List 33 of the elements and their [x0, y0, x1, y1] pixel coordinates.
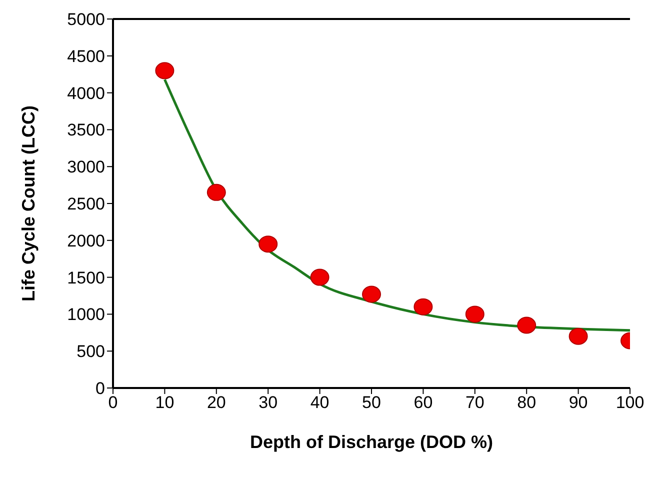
y-tick-label: 2000	[67, 231, 105, 250]
y-axis-title: Life Cycle Count (LCC)	[18, 106, 38, 302]
x-tick-label: 70	[465, 393, 484, 412]
point	[362, 286, 381, 303]
x-tick-label: 100	[616, 393, 644, 412]
y-tick-label: 3500	[67, 120, 105, 140]
y-tick-label: 1000	[67, 305, 105, 324]
x-tick-label: 60	[414, 393, 433, 412]
point	[206, 184, 226, 201]
point	[465, 306, 484, 323]
point	[414, 298, 433, 316]
x-tick-label: 20	[206, 393, 226, 412]
point	[155, 62, 174, 80]
y-tick-label: 5000	[67, 10, 105, 30]
x-tick-label: 40	[310, 393, 330, 412]
y-tick-label: 500	[76, 342, 105, 362]
x-tick-label: 10	[155, 393, 174, 412]
y-tick-label: 2500	[67, 194, 105, 214]
x-tick-label: 0	[108, 393, 118, 412]
point	[517, 316, 536, 334]
point	[310, 268, 330, 286]
y-tick-label: 0	[96, 379, 105, 398]
x-tick-label: 90	[568, 393, 588, 412]
point	[258, 236, 278, 253]
y-tick-label: 4000	[67, 84, 105, 103]
x-tick-label: 30	[258, 393, 278, 412]
y-tick-label: 4500	[67, 46, 105, 66]
y-tick-label: 1500	[67, 268, 105, 288]
x-tick-label: 50	[362, 393, 381, 412]
x-axis-title: Depth of Discharge (DOD %)	[250, 432, 494, 452]
y-tick-label: 3000	[67, 158, 105, 177]
point	[568, 328, 588, 345]
x-tick-label: 80	[517, 393, 536, 412]
